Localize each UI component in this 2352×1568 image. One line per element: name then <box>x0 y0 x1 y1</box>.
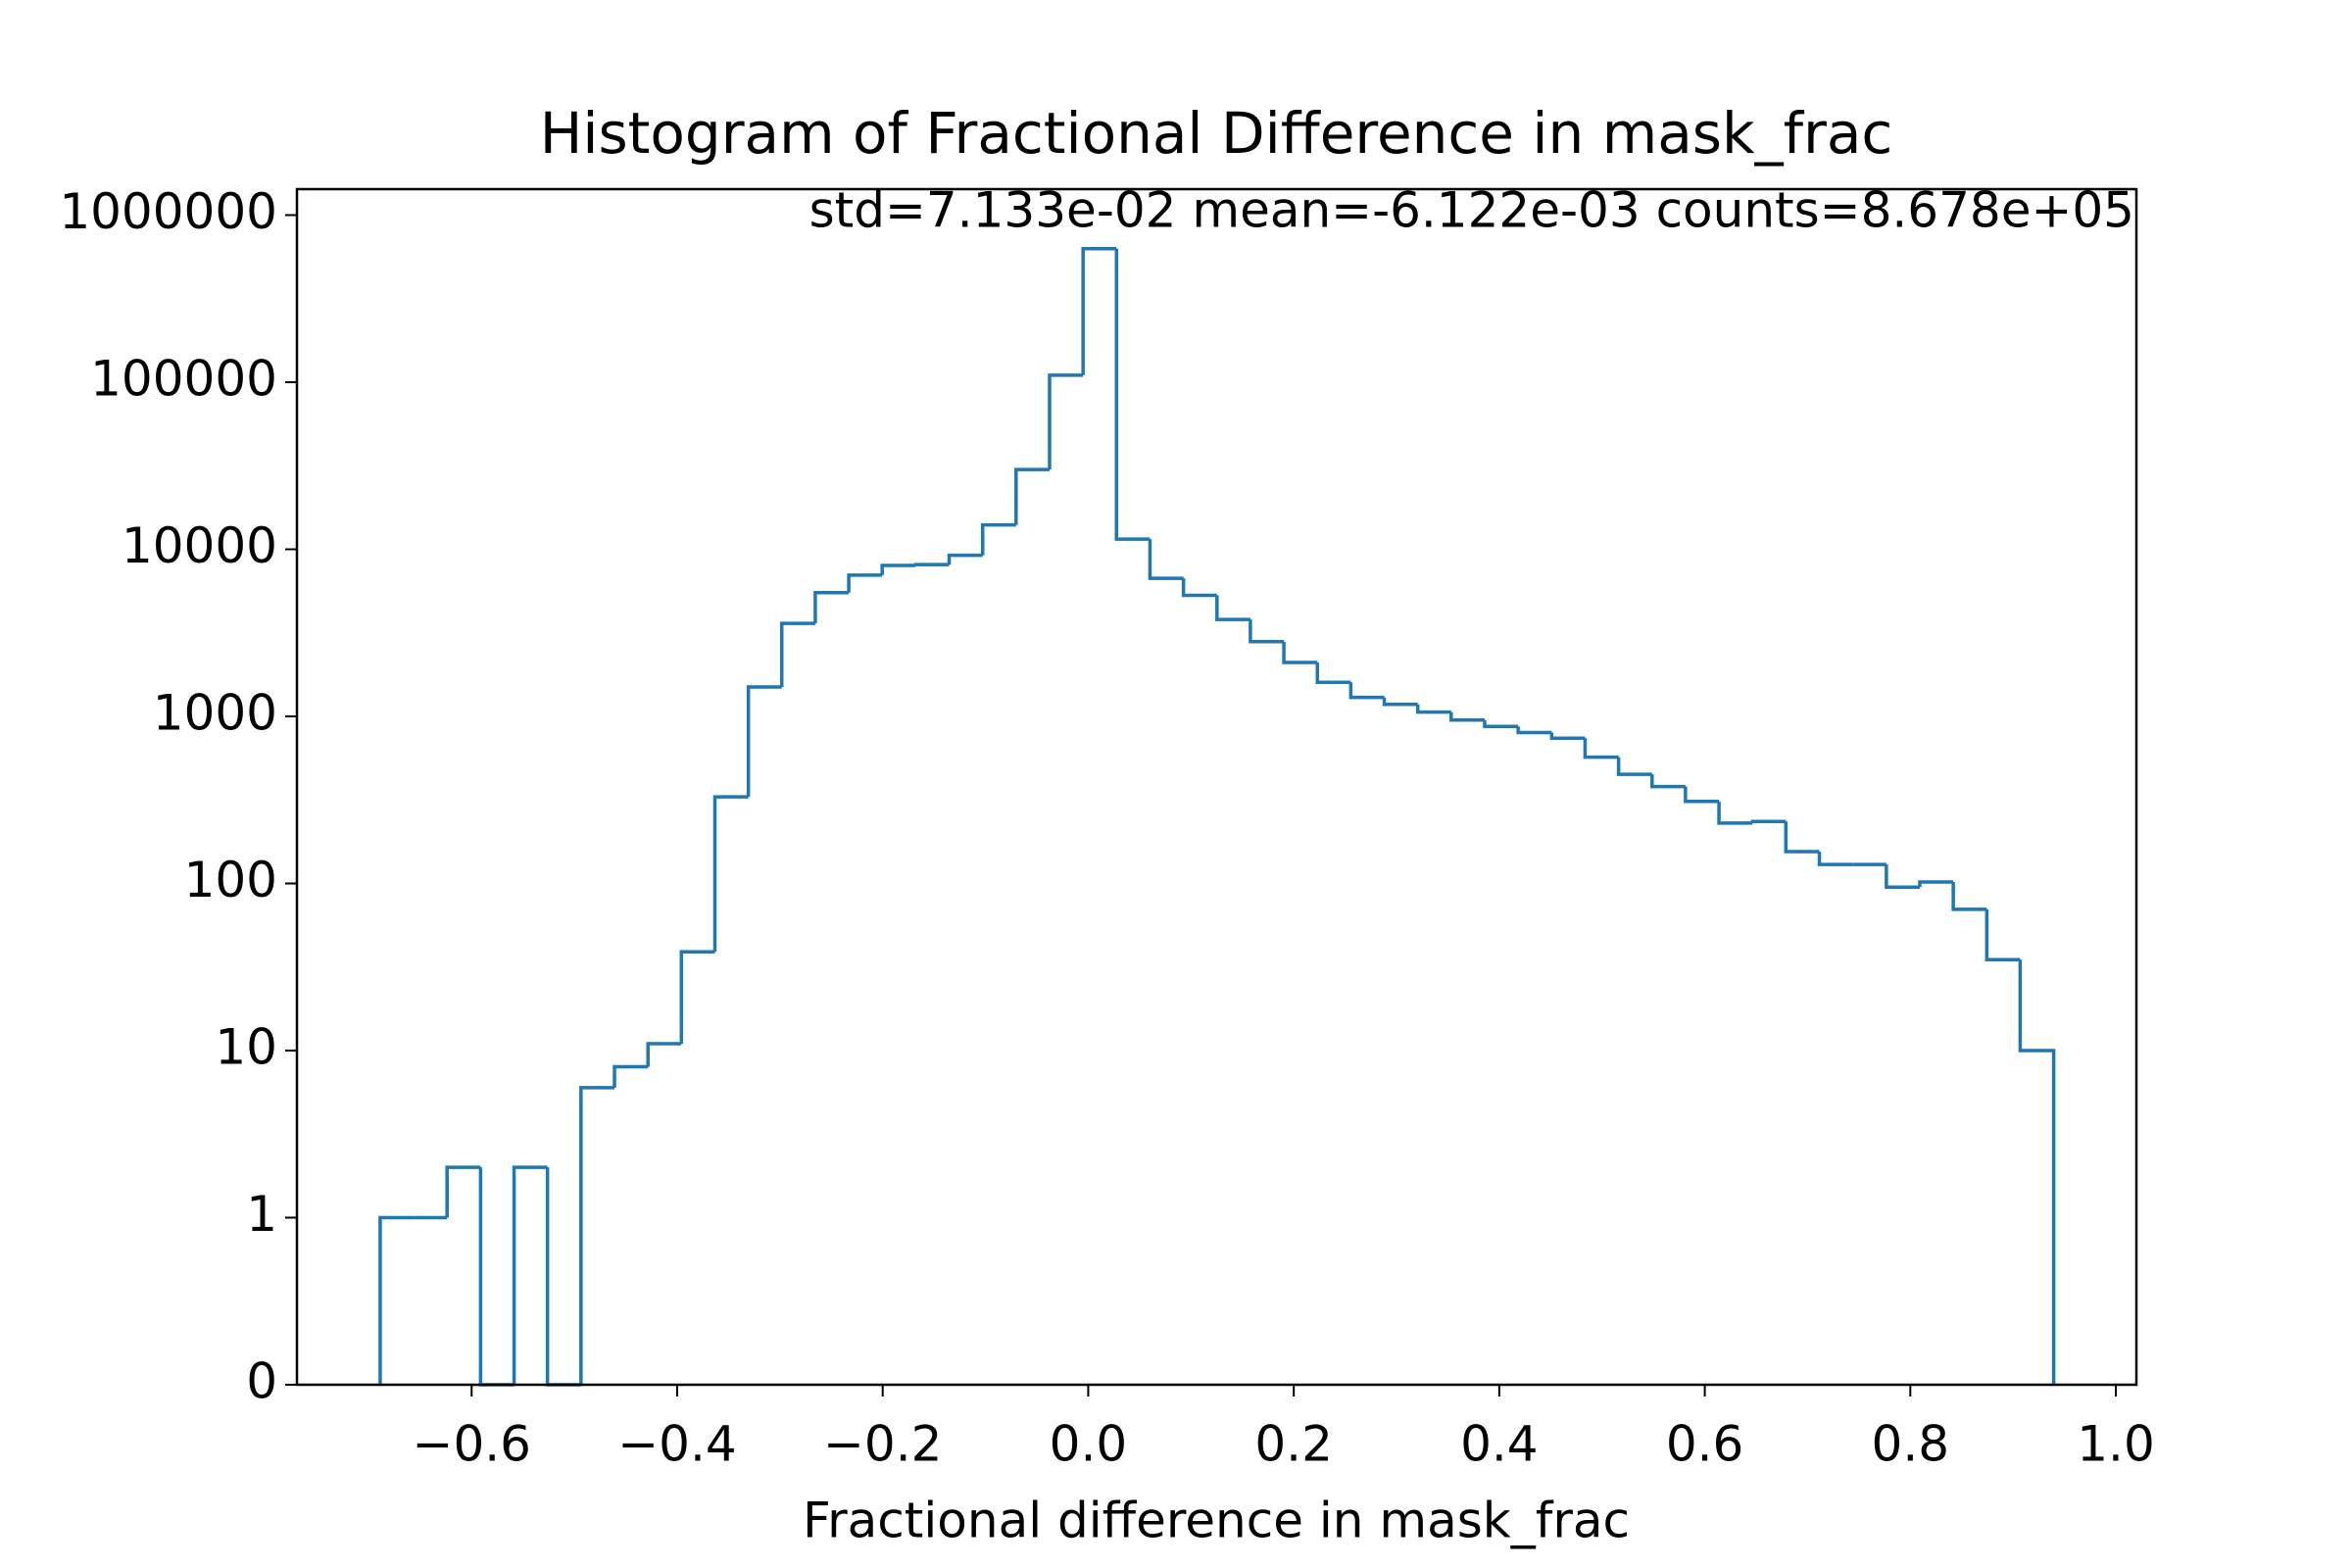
x-tick-label: 1.0 <box>2077 1416 2155 1473</box>
histogram-bin <box>1684 786 1720 804</box>
histogram-bin <box>1885 864 1920 890</box>
y-tick-label: 100000 <box>90 350 277 407</box>
x-tick-label: −0.2 <box>823 1416 942 1473</box>
x-tick-label: 0.2 <box>1254 1416 1333 1473</box>
histogram-bin <box>1817 852 1853 866</box>
histogram-bin <box>612 1064 649 1088</box>
histogram-bin <box>679 950 715 1044</box>
histogram-bin <box>779 621 815 687</box>
y-tick-label: 10000 <box>122 517 277 574</box>
histogram-bin <box>1249 619 1285 644</box>
plot-frame <box>295 187 2138 1387</box>
histogram-bin <box>1616 757 1652 776</box>
histogram-bin <box>378 1215 415 1385</box>
histogram-bin <box>1918 880 1954 888</box>
histogram-bin <box>1449 711 1485 722</box>
histogram-bin <box>1348 682 1385 700</box>
histogram-bin <box>579 1086 615 1385</box>
histogram-bin <box>1382 697 1418 707</box>
y-tick-label: 100 <box>184 852 277 908</box>
histogram-bin <box>1081 246 1117 375</box>
y-tick-label: 10 <box>215 1018 277 1075</box>
y-tick-label: 1000000 <box>59 183 277 240</box>
histogram-bin <box>1717 801 1753 825</box>
x-axis-label: Fractional difference in mask_frac <box>803 1493 1630 1549</box>
histogram-bin <box>947 553 983 565</box>
chart-title: Histogram of Fractional Difference in ma… <box>540 100 1893 167</box>
x-tick-label: 0.6 <box>1666 1416 1744 1473</box>
histogram-bin <box>1549 732 1586 741</box>
histogram-bin <box>1148 539 1184 580</box>
histogram-bin <box>1583 738 1619 760</box>
x-tick-label: 0.4 <box>1460 1416 1539 1473</box>
y-tick-label: 0 <box>246 1353 277 1410</box>
histogram-bin <box>1114 248 1151 541</box>
annotation: std=7.133e-02 mean=-6.122e-03 counts=8.6… <box>809 182 2134 239</box>
histogram-bin <box>847 573 883 593</box>
histogram-bin <box>1516 726 1552 735</box>
histogram-bin <box>2018 959 2056 1385</box>
histogram-bin <box>1951 882 1987 911</box>
histogram-bin <box>1483 719 1519 729</box>
histogram-bin <box>880 564 916 575</box>
histogram-bin <box>1282 641 1318 664</box>
histogram-bin <box>813 591 850 624</box>
histogram-bin <box>1048 373 1084 470</box>
histogram-bin <box>1415 704 1451 714</box>
y-tick-label: 1 <box>246 1186 277 1243</box>
histogram-bin <box>746 685 782 798</box>
histogram-bin <box>646 1042 682 1067</box>
histogram-bin <box>980 522 1016 556</box>
histogram-bin <box>1650 774 1686 789</box>
x-tick-label: −0.6 <box>413 1416 531 1473</box>
histogram-bin <box>512 1165 548 1385</box>
histogram-bin <box>1014 467 1050 525</box>
histogram-bin <box>1315 662 1351 684</box>
y-tick-label: 1000 <box>153 684 277 741</box>
x-tick-label: 0.8 <box>1872 1416 1950 1473</box>
histogram-bin <box>1181 578 1217 598</box>
histogram-bin <box>1784 821 1820 854</box>
histogram-bin <box>1215 595 1250 621</box>
x-tick-label: 0.0 <box>1050 1416 1128 1473</box>
x-tick-label: −0.4 <box>617 1416 736 1473</box>
histogram-bin <box>913 563 950 566</box>
histogram-bin <box>712 795 749 953</box>
histogram-bin <box>445 1165 481 1218</box>
histogram-bin <box>1984 908 2021 961</box>
histogram-bin <box>1750 819 1787 823</box>
